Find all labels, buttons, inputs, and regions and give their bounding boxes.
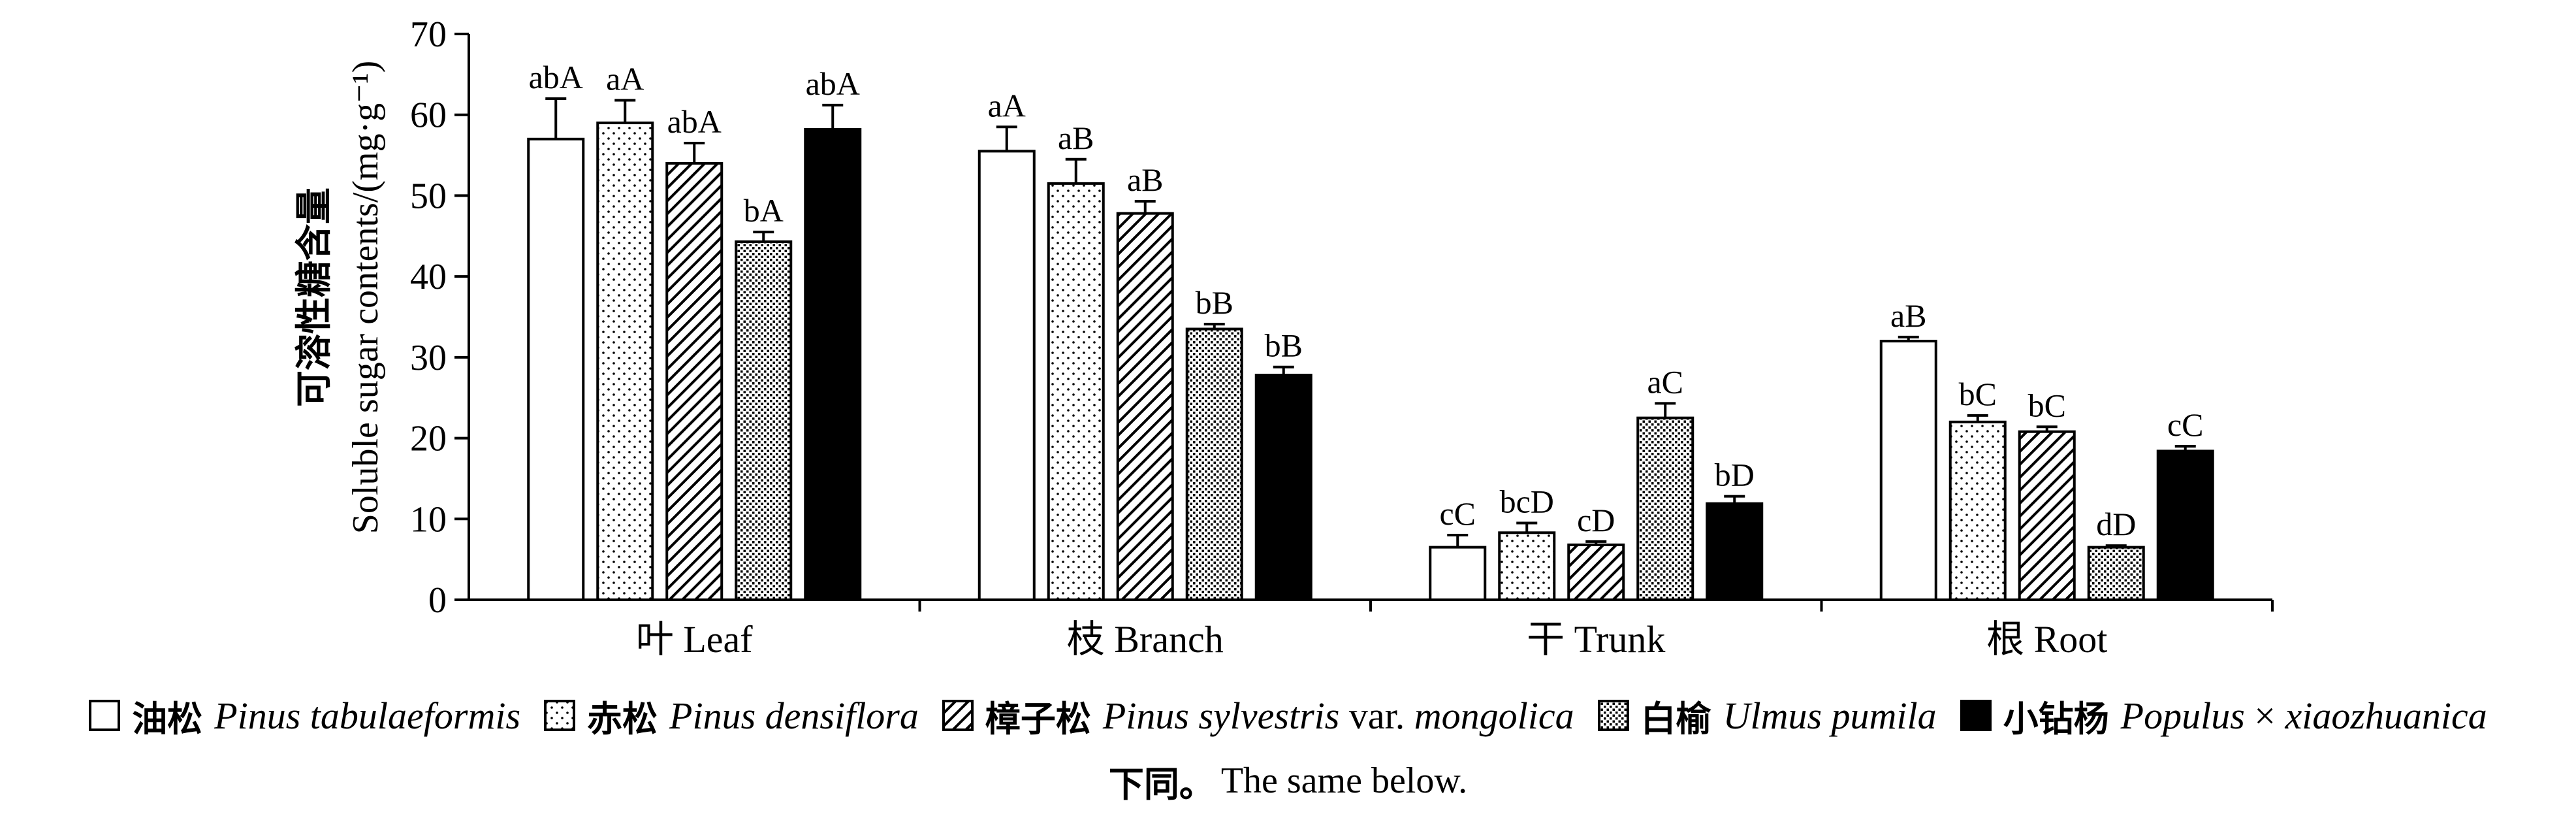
legend-label-latin: Populus (2120, 694, 2245, 737)
y-axis-title-zh: 可溶性糖含量 (293, 188, 336, 407)
bar (1948, 420, 2007, 601)
legend-swatch-dense-dots (1597, 700, 1629, 731)
legend-swatch-diagonal (942, 700, 974, 731)
data-label: bA (744, 192, 784, 229)
legend-item-pinus-sylvestris: 樟子松 Pinus sylvestris var. mongolica (942, 690, 1574, 742)
data-label: bcD (1500, 483, 1554, 519)
data-label: aA (988, 87, 1026, 123)
bar (1116, 212, 1174, 602)
legend-label-latin: Pinus tabulaeformis (214, 694, 521, 737)
data-label: bB (1265, 327, 1303, 364)
data-label: bD (1715, 457, 1755, 493)
legend-label-latin-group: Populus × xiaozhuanica (2121, 694, 2487, 738)
bar (804, 127, 862, 602)
legend-label-zh: 樟子松 (985, 698, 1091, 740)
bar-chart: 0 10 20 30 40 50 60 70 叶 Leaf 枝 Branch 干 Trunk 根 Ro… (293, 14, 2274, 661)
data-label: cD (1577, 502, 1615, 538)
data-label: bB (1196, 284, 1233, 321)
x-tick-label: 根 Root (1986, 618, 2107, 661)
legend-label-latin: Pinus sylvestris (1102, 694, 1340, 737)
legend-label-zh: 赤松 (587, 698, 658, 740)
legend-item-populus-xiaozhuanica: 小钻杨 Populus × xiaozhuanica (1960, 690, 2487, 742)
note-en: The same below. (1220, 761, 1468, 801)
y-tick-label: 50 (410, 176, 447, 216)
axes: 0 10 20 30 40 50 60 70 叶 Leaf 枝 Branch 干 Trunk 根 Ro… (410, 14, 2274, 661)
data-label: aB (1890, 297, 1927, 334)
data-label: aB (1058, 120, 1094, 156)
bar (1047, 182, 1105, 602)
legend: 油松 Pinus tabulaeformis 赤松 Pinus densiflo… (0, 679, 2576, 751)
bar (1498, 531, 1556, 601)
y-tick-label: 0 (428, 580, 447, 621)
y-tick-label: 30 (410, 338, 447, 378)
bar (1636, 416, 1694, 602)
bar (1185, 327, 1243, 601)
legend-item-pinus-densiflora: 赤松 Pinus densiflora (544, 690, 919, 742)
legend-item-pinus-tabulaeformis: 油松 Pinus tabulaeformis (89, 690, 520, 742)
data-label: cC (1439, 495, 1476, 532)
bar (1429, 546, 1487, 601)
legend-label-zh: 油松 (132, 698, 203, 740)
data-label: aA (606, 60, 644, 97)
bar (1254, 374, 1312, 601)
legend-label-zh: 小钻杨 (2003, 698, 2109, 740)
bar (735, 240, 793, 601)
figure-note: 下同。 The same below. (0, 751, 2576, 810)
x-tick-label: 干 Trunk (1527, 618, 1665, 661)
legend-label-latin: Pinus densiflora (669, 694, 919, 737)
note-zh: 下同。 (1108, 763, 1215, 805)
data-label: abA (806, 65, 860, 102)
data-label: aB (1127, 161, 1164, 198)
significance-labels: abA aA cC aB aA aB bcD bC abA aB cD bC bA bB aC dD abA bB… (529, 59, 2204, 542)
bar (1706, 502, 1764, 602)
data-label: dD (2096, 506, 2136, 542)
bar (978, 150, 1036, 601)
bar (2087, 546, 2145, 601)
legend-swatch-black (1960, 700, 1992, 731)
y-tick-label: 20 (410, 419, 447, 459)
legend-label-suffix: var. (1339, 694, 1414, 737)
legend-label-latin: Ulmus pumila (1723, 694, 1937, 737)
legend-item-ulmus-pumila: 白榆 Ulmus pumila (1597, 690, 1937, 742)
legend-label-suffix-italic: xiaozhuanica (2285, 694, 2487, 737)
data-label: bC (1959, 376, 1997, 412)
bars (527, 97, 2214, 602)
legend-swatch-dots (544, 700, 576, 731)
legend-label-latin-group: Pinus sylvestris var. mongolica (1103, 694, 1574, 738)
data-label: aC (1647, 363, 1683, 400)
data-label: cC (2167, 406, 2204, 443)
data-label: abA (529, 59, 583, 95)
legend-label-suffix-italic: mongolica (1414, 694, 1574, 737)
y-axis-title: Soluble sugar contents/(mg·g⁻¹) (345, 61, 386, 534)
data-label: abA (667, 103, 722, 140)
bar (2018, 430, 2076, 601)
y-tick-label: 10 (410, 499, 447, 540)
y-tick-label: 60 (410, 95, 447, 136)
bar (2156, 450, 2214, 602)
y-tick-label: 70 (410, 14, 447, 55)
bar (665, 161, 724, 601)
x-tick-label: 叶 Leaf (636, 618, 753, 661)
y-tick-label: 40 (410, 257, 447, 297)
data-label: bC (2028, 387, 2066, 423)
legend-label-zh: 白榆 (1640, 698, 1711, 740)
bar (1879, 340, 1937, 601)
legend-label-suffix: × (2244, 694, 2285, 737)
bar (527, 137, 585, 602)
legend-swatch-white (89, 700, 121, 731)
bar (596, 122, 654, 602)
bar (1567, 543, 1625, 601)
x-tick-label: 枝 Branch (1067, 618, 1224, 661)
